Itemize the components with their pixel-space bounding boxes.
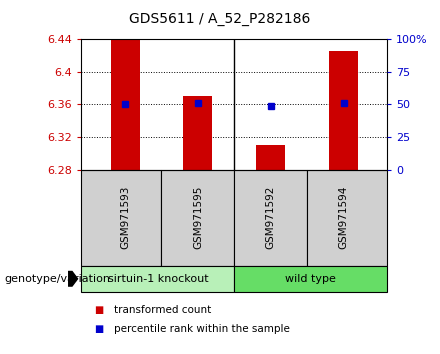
Text: sirtuin-1 knockout: sirtuin-1 knockout: [107, 274, 208, 284]
Text: GSM971595: GSM971595: [193, 186, 203, 250]
Text: GSM971592: GSM971592: [266, 186, 276, 250]
Bar: [256, 145, 285, 170]
Text: GDS5611 / A_52_P282186: GDS5611 / A_52_P282186: [129, 12, 311, 27]
Bar: [235, 266, 387, 292]
Bar: [307, 170, 387, 266]
Text: GSM971594: GSM971594: [338, 186, 348, 250]
Bar: [81, 170, 161, 266]
Text: ■: ■: [95, 324, 104, 334]
Bar: [110, 39, 139, 170]
Text: transformed count: transformed count: [114, 305, 212, 315]
Text: GSM971593: GSM971593: [120, 186, 130, 250]
Bar: [235, 170, 307, 266]
Bar: [161, 170, 235, 266]
Text: percentile rank within the sample: percentile rank within the sample: [114, 324, 290, 334]
Text: ■: ■: [95, 305, 104, 315]
Text: genotype/variation: genotype/variation: [4, 274, 110, 284]
Bar: [329, 51, 358, 170]
Text: wild type: wild type: [285, 274, 336, 284]
FancyArrow shape: [68, 272, 77, 286]
Bar: [81, 266, 235, 292]
Bar: [183, 96, 213, 170]
